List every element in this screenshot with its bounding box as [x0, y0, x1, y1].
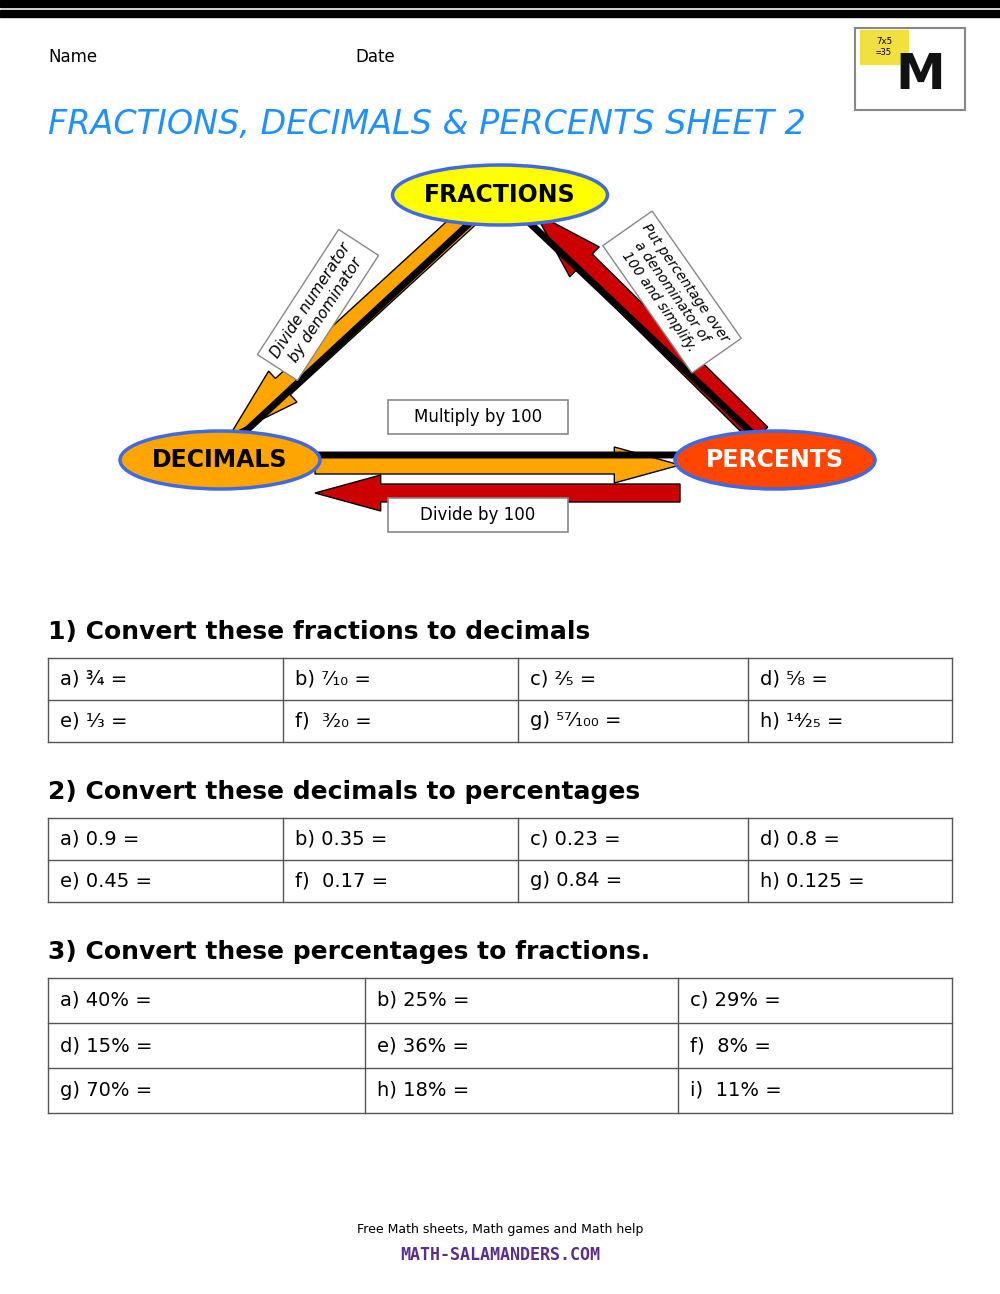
Text: b) 0.35 =: b) 0.35 =: [295, 829, 387, 849]
Text: Divide numerator
by denominator: Divide numerator by denominator: [268, 241, 368, 370]
Text: h) 0.125 =: h) 0.125 =: [760, 871, 865, 890]
Text: b) 25% =: b) 25% =: [377, 991, 470, 1011]
Polygon shape: [315, 446, 680, 483]
Text: PERCENTS: PERCENTS: [706, 448, 844, 472]
Text: h) 18% =: h) 18% =: [377, 1080, 469, 1100]
Bar: [0, 10, 1000, 17]
Text: c) 0.23 =: c) 0.23 =: [530, 829, 621, 849]
Text: Date: Date: [355, 48, 395, 66]
Text: g) 0.84 =: g) 0.84 =: [530, 871, 622, 890]
Polygon shape: [535, 214, 768, 443]
FancyBboxPatch shape: [388, 498, 568, 532]
Text: e) 36% =: e) 36% =: [377, 1036, 469, 1055]
Text: d) 15% =: d) 15% =: [60, 1036, 152, 1055]
Ellipse shape: [120, 431, 320, 489]
Text: Free Math sheets, Math games and Math help: Free Math sheets, Math games and Math he…: [357, 1224, 643, 1237]
Text: a) 40% =: a) 40% =: [60, 991, 152, 1011]
Bar: [0, 0, 1000, 6]
Text: Put percentage over
a denominator of
100 and simplify.: Put percentage over a denominator of 100…: [612, 221, 732, 364]
FancyBboxPatch shape: [388, 400, 568, 433]
Text: e) 0.45 =: e) 0.45 =: [60, 871, 152, 890]
Text: b) ⁷⁄₁₀ =: b) ⁷⁄₁₀ =: [295, 669, 371, 688]
Text: g) 70% =: g) 70% =: [60, 1080, 152, 1100]
Text: 2) Convert these decimals to percentages: 2) Convert these decimals to percentages: [48, 780, 640, 804]
Text: g) ⁵⁷⁄₁₀₀ =: g) ⁵⁷⁄₁₀₀ =: [530, 712, 622, 731]
Text: d) 0.8 =: d) 0.8 =: [760, 829, 840, 849]
Polygon shape: [230, 207, 477, 435]
Text: MATH-SALAMANDERS.COM: MATH-SALAMANDERS.COM: [400, 1246, 600, 1264]
Text: c) ²⁄₅ =: c) ²⁄₅ =: [530, 669, 596, 688]
Ellipse shape: [675, 431, 875, 489]
Text: i)  11% =: i) 11% =: [690, 1080, 782, 1100]
Text: 7x5
=35: 7x5 =35: [876, 38, 892, 57]
Polygon shape: [315, 475, 680, 511]
Text: Divide by 100: Divide by 100: [420, 506, 536, 524]
Text: c) 29% =: c) 29% =: [690, 991, 781, 1011]
Ellipse shape: [392, 166, 608, 225]
FancyBboxPatch shape: [855, 28, 965, 110]
Text: FRACTIONS: FRACTIONS: [424, 182, 576, 207]
Text: d) ⁵⁄₈ =: d) ⁵⁄₈ =: [760, 669, 828, 688]
Text: a) 0.9 =: a) 0.9 =: [60, 829, 139, 849]
Text: Multiply by 100: Multiply by 100: [414, 408, 542, 426]
Text: f)  8% =: f) 8% =: [690, 1036, 771, 1055]
Text: M: M: [895, 50, 945, 100]
Bar: [860, 30, 908, 63]
Text: FRACTIONS, DECIMALS & PERCENTS SHEET 2: FRACTIONS, DECIMALS & PERCENTS SHEET 2: [48, 107, 806, 141]
Text: f)  0.17 =: f) 0.17 =: [295, 871, 388, 890]
Text: 3) Convert these percentages to fractions.: 3) Convert these percentages to fraction…: [48, 939, 650, 964]
Text: a) ¾ =: a) ¾ =: [60, 669, 127, 688]
Text: DECIMALS: DECIMALS: [152, 448, 288, 472]
Text: Name: Name: [48, 48, 97, 66]
Text: h) ¹⁴⁄₂₅ =: h) ¹⁴⁄₂₅ =: [760, 712, 843, 731]
Text: 1) Convert these fractions to decimals: 1) Convert these fractions to decimals: [48, 620, 590, 644]
Text: e) ¹⁄₃ =: e) ¹⁄₃ =: [60, 712, 128, 731]
Text: f)  ³⁄₂₀ =: f) ³⁄₂₀ =: [295, 712, 372, 731]
